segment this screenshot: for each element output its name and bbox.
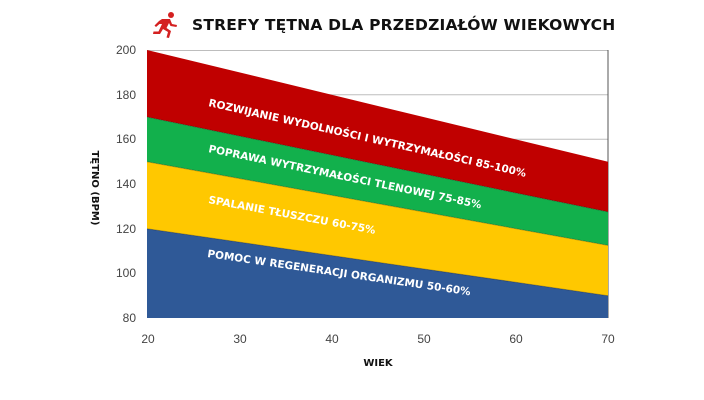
zone-yellow (147, 161, 608, 296)
x-axis: 20 30 40 50 60 70 (141, 332, 615, 346)
zone-red (147, 50, 608, 212)
y-tick: 120 (116, 222, 136, 236)
runner-icon (153, 12, 177, 38)
zone-blue (147, 228, 608, 318)
y-axis: 200 180 160 140 120 100 80 (116, 43, 136, 325)
x-tick: 20 (141, 332, 155, 346)
zone-green (147, 117, 608, 246)
x-axis-title: WIEK (363, 358, 394, 369)
y-tick: 160 (116, 132, 136, 146)
x-tick: 50 (417, 332, 431, 346)
y-tick: 140 (116, 177, 136, 191)
x-tick: 60 (509, 332, 523, 346)
y-axis-title: TĘTNO (BPM) (89, 151, 100, 226)
y-tick: 200 (116, 43, 136, 57)
y-tick: 100 (116, 266, 136, 280)
y-tick: 180 (116, 88, 136, 102)
x-tick: 30 (233, 332, 247, 346)
y-tick: 80 (123, 311, 137, 325)
chart-header: STREFY TĘTNA DLA PRZEDZIAŁÓW WIEKOWYCH (150, 10, 615, 40)
x-tick: 70 (601, 332, 615, 346)
chart-title: STREFY TĘTNA DLA PRZEDZIAŁÓW WIEKOWYCH (192, 16, 616, 34)
x-tick: 40 (325, 332, 339, 346)
